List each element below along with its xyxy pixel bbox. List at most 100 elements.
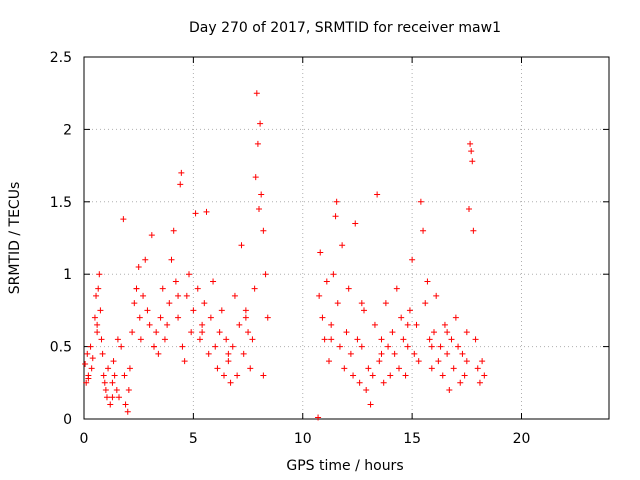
data-point <box>380 379 387 386</box>
data-point <box>124 408 131 415</box>
data-point <box>444 329 451 336</box>
data-point <box>476 379 483 386</box>
data-point <box>194 285 201 292</box>
data-point <box>122 401 129 408</box>
data-point <box>129 329 136 336</box>
data-point <box>328 321 335 328</box>
data-point <box>125 387 132 394</box>
data-point <box>413 321 420 328</box>
data-point <box>426 336 433 343</box>
data-point <box>238 242 245 249</box>
data-point <box>159 285 166 292</box>
data-point <box>172 278 179 285</box>
data-point <box>205 350 212 357</box>
data-point <box>118 343 125 350</box>
data-point <box>84 350 91 357</box>
data-point <box>178 169 185 176</box>
data-point <box>439 372 446 379</box>
data-point <box>98 336 105 343</box>
data-point <box>336 343 343 350</box>
data-point <box>252 174 259 181</box>
data-point <box>142 256 149 263</box>
data-point <box>210 278 217 285</box>
data-point <box>354 336 361 343</box>
data-point <box>181 358 188 365</box>
data-point <box>467 140 474 147</box>
data-point <box>472 336 479 343</box>
data-point <box>107 401 114 408</box>
data-point <box>316 292 323 299</box>
data-point <box>420 227 427 234</box>
y-tick-label: 0 <box>63 412 72 428</box>
data-point <box>389 329 396 336</box>
data-point <box>105 365 112 372</box>
data-point <box>144 307 151 314</box>
data-point <box>315 414 322 421</box>
data-point <box>99 350 106 357</box>
data-point <box>333 198 340 205</box>
data-point <box>245 329 252 336</box>
data-point <box>97 307 104 314</box>
data-point <box>177 181 184 188</box>
x-tick-label: 20 <box>513 431 531 447</box>
data-point <box>404 343 411 350</box>
data-point <box>431 329 437 336</box>
data-point <box>94 329 101 336</box>
data-point <box>452 314 459 321</box>
data-point <box>157 314 164 321</box>
data-point <box>223 336 230 343</box>
data-point <box>339 242 346 249</box>
data-point <box>199 329 206 336</box>
x-tick-label: 15 <box>403 431 421 447</box>
data-point <box>260 227 267 234</box>
data-point <box>378 350 385 357</box>
data-point <box>356 379 363 386</box>
y-tick-label: 1.5 <box>50 195 72 211</box>
data-point <box>260 372 267 379</box>
data-point <box>415 358 422 365</box>
data-point <box>341 365 348 372</box>
data-point <box>411 350 418 357</box>
data-point <box>164 321 171 328</box>
chart-title: Day 270 of 2017, SRMTID for receiver maw… <box>189 20 501 36</box>
data-point <box>251 285 258 292</box>
data-point <box>102 387 109 394</box>
data-point <box>264 314 271 321</box>
data-point <box>151 343 157 350</box>
data-point <box>113 387 120 394</box>
data-point <box>192 210 199 217</box>
axis-ticks <box>83 56 609 420</box>
data-point <box>352 220 359 227</box>
data-point <box>398 314 405 321</box>
data-point <box>469 158 476 165</box>
data-point <box>155 350 162 357</box>
data-point <box>225 350 232 357</box>
data-point <box>437 343 444 350</box>
data-point <box>247 365 254 372</box>
data-point <box>140 292 147 299</box>
data-point <box>457 379 464 386</box>
data-point <box>136 314 143 321</box>
data-point <box>221 372 227 379</box>
y-tick-label: 0.5 <box>50 340 72 356</box>
data-point <box>94 321 101 328</box>
data-point <box>109 394 116 401</box>
x-tick-label: 0 <box>80 431 89 447</box>
data-point <box>435 358 442 365</box>
data-point <box>120 216 127 223</box>
data-point <box>319 314 326 321</box>
data-point <box>91 314 98 321</box>
y-tick-labels: 0 0.5 1 1.5 2 2.5 <box>50 50 72 428</box>
grid-lines <box>84 57 609 419</box>
data-point <box>188 329 195 336</box>
data-point <box>103 394 110 401</box>
data-point <box>227 379 234 386</box>
data-point <box>186 271 192 278</box>
data-point <box>463 358 470 365</box>
y-tick-label: 1 <box>63 267 72 283</box>
data-point <box>175 314 182 321</box>
data-point <box>114 336 121 343</box>
data-point <box>479 358 486 365</box>
data-point <box>474 365 481 372</box>
